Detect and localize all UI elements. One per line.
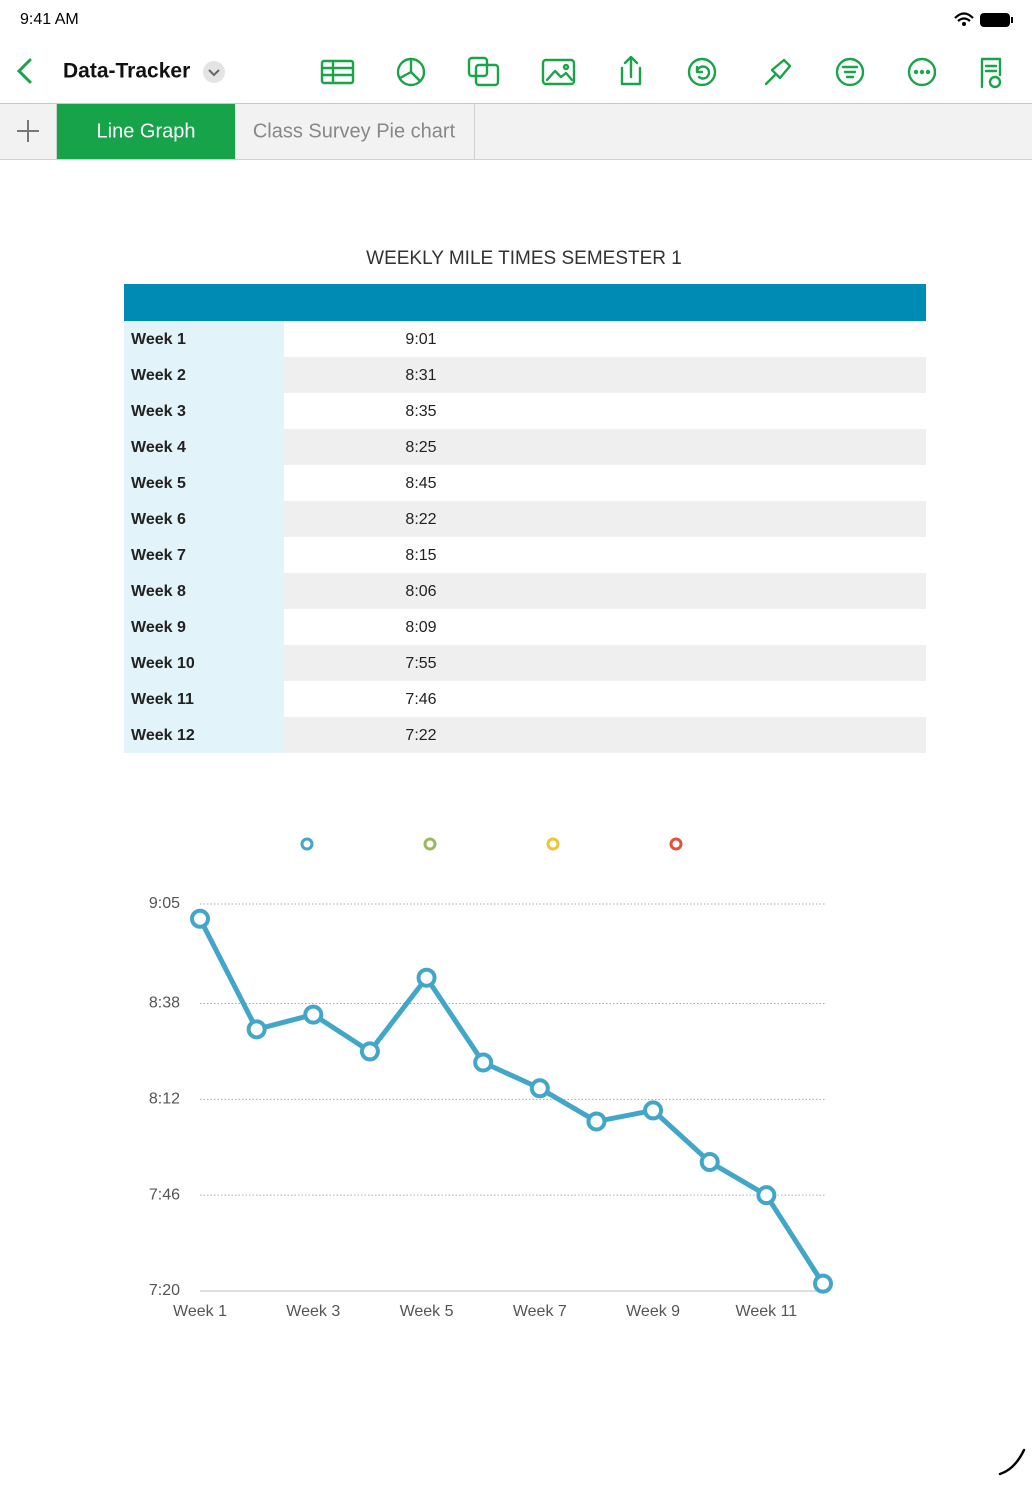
tab-label[interactable]: Class Survey Pie chart	[253, 120, 456, 142]
status-icons	[954, 12, 1013, 27]
series-line	[197, 917, 826, 1285]
resize-handle[interactable]	[998, 1448, 1026, 1476]
data-point	[813, 1273, 833, 1294]
cell-value: 8:06	[405, 583, 436, 600]
data-point	[190, 908, 210, 929]
cell-value: 7:55	[405, 655, 436, 672]
row-header: Week 6	[131, 511, 186, 528]
row-header: Week 1	[131, 331, 186, 348]
y-tick-label: 8:12	[149, 1091, 180, 1108]
row-header-cell	[124, 681, 284, 717]
row-header-cell	[124, 501, 284, 537]
y-tick-label: 8:38	[149, 995, 180, 1012]
organize-icon[interactable]	[835, 57, 865, 87]
row-header-cell	[124, 537, 284, 573]
table-title: WEEKLY MILE TIMES SEMESTER 1	[366, 248, 682, 269]
y-tick-label: 7:20	[149, 1282, 180, 1299]
cell-value: 8:22	[405, 511, 436, 528]
row-header-cell	[124, 393, 284, 429]
row-header-cell	[124, 429, 284, 465]
row-header-cell	[124, 645, 284, 681]
row-header: Week 8	[131, 583, 186, 600]
row-header-cell	[124, 717, 284, 753]
table-icon[interactable]	[320, 59, 355, 85]
data-point	[699, 1152, 720, 1172]
active-tab[interactable]	[57, 104, 235, 159]
cell-value: 8:25	[405, 439, 436, 456]
legend-marker	[546, 837, 560, 851]
x-tick-label: Week 9	[626, 1303, 680, 1320]
row-header: Week 5	[131, 475, 186, 492]
cell-value: 8:35	[405, 403, 436, 420]
cell-value: 9:01	[405, 331, 436, 348]
legend-marker	[300, 837, 314, 851]
row-header: Week 10	[131, 655, 195, 672]
cell-value: 7:22	[405, 727, 436, 744]
brush-icon[interactable]	[764, 58, 792, 86]
toolbar-icons[interactable]	[320, 55, 1002, 89]
row-header-cell	[124, 609, 284, 645]
cell-value: 8:45	[405, 475, 436, 492]
row-header: Week 2	[131, 367, 186, 384]
row-header: Week 12	[131, 727, 195, 744]
data-point	[586, 1111, 607, 1132]
data-point	[643, 1100, 664, 1121]
x-tick-label: Week 3	[286, 1303, 340, 1320]
data-point	[359, 1041, 380, 1062]
data-point	[473, 1052, 494, 1073]
row-header: Week 3	[131, 403, 186, 420]
y-tick-label: 7:46	[149, 1186, 180, 1203]
title-menu[interactable]	[203, 61, 225, 83]
row-header-cell	[124, 573, 284, 609]
x-tick-label: Week 11	[736, 1303, 798, 1320]
status-time: 9:41 AM	[20, 11, 79, 28]
chart-icon[interactable]	[396, 57, 426, 87]
cell-value: 8:15	[405, 547, 436, 564]
x-tick-label: Week 1	[173, 1303, 227, 1320]
data-point	[303, 1004, 324, 1025]
row-header: Week 11	[131, 691, 194, 708]
document-title[interactable]: Data-Tracker	[63, 60, 190, 83]
data-point	[756, 1185, 777, 1206]
row-header: Week 7	[131, 547, 186, 564]
table-header	[124, 284, 926, 321]
media-icon[interactable]	[541, 58, 576, 86]
row-header: Week 9	[131, 619, 186, 636]
data-point	[246, 1019, 267, 1040]
reader-icon[interactable]	[980, 57, 1002, 89]
tab-label[interactable]: Line Graph	[97, 120, 196, 142]
back-button[interactable]	[16, 58, 32, 84]
cell-value: 7:46	[405, 691, 436, 708]
x-tick-label: Week 7	[513, 1303, 567, 1320]
legend-marker	[669, 837, 683, 851]
add-sheet[interactable]	[17, 120, 39, 142]
undo-icon[interactable]	[687, 57, 717, 87]
cell-value: 8:09	[405, 619, 436, 636]
row-header: Week 4	[131, 439, 186, 456]
share-icon[interactable]	[620, 55, 642, 86]
row-header-cell	[124, 321, 284, 357]
y-tick-label: 9:05	[149, 895, 180, 912]
legend-marker	[423, 837, 437, 851]
cell-value: 8:31	[405, 367, 436, 384]
more-icon[interactable]	[907, 57, 937, 87]
data-point	[529, 1078, 550, 1099]
row-header-cell	[124, 357, 284, 393]
data-point	[416, 967, 437, 988]
shape-icon[interactable]	[467, 56, 500, 87]
x-tick-label: Week 5	[400, 1303, 454, 1320]
row-header-cell	[124, 465, 284, 501]
